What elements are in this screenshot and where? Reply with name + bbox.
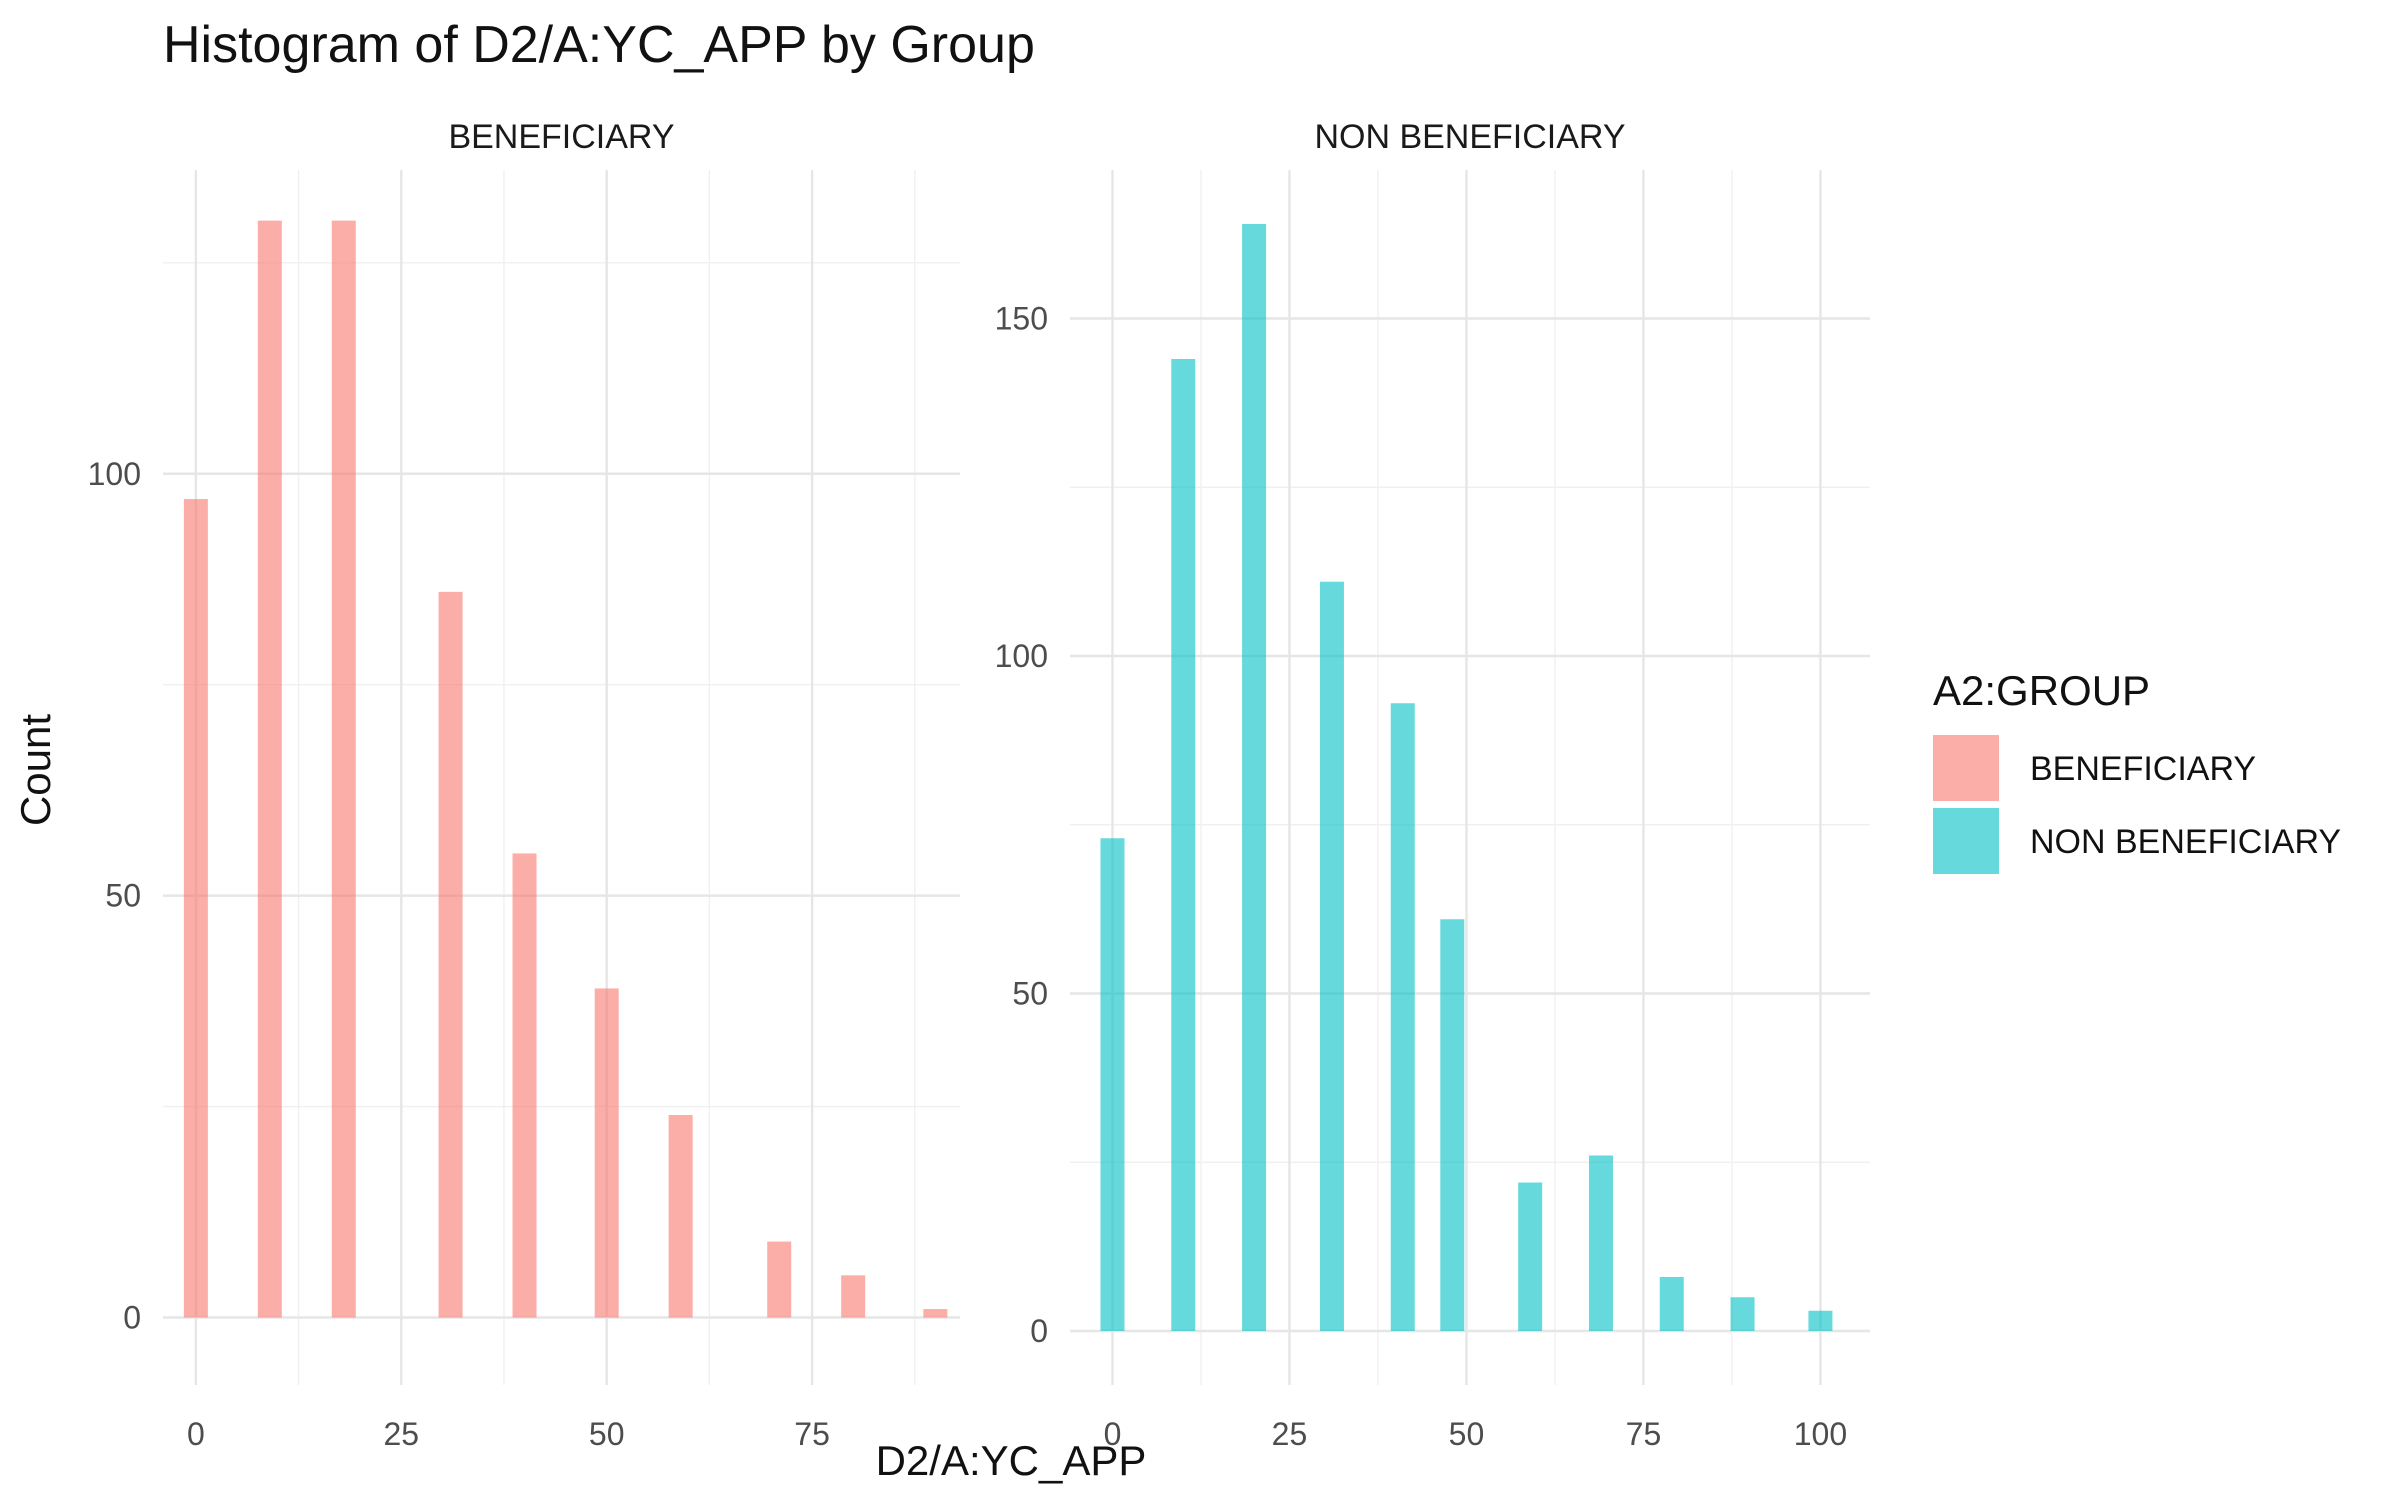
histogram-bar xyxy=(1390,703,1415,1331)
histogram-bar xyxy=(1588,1155,1613,1331)
x-tick-label: 50 xyxy=(589,1416,625,1452)
x-tick-label: 75 xyxy=(1626,1416,1662,1452)
x-axis-title: D2/A:YC_APP xyxy=(876,1437,1147,1484)
legend-label-non-beneficiary: NON BENEFICIARY xyxy=(2030,823,2341,861)
legend-key-beneficiary xyxy=(1933,735,1999,801)
legend-label-beneficiary: BENEFICIARY xyxy=(2030,750,2256,788)
histogram-bar xyxy=(841,1275,866,1318)
x-tick-label: 0 xyxy=(187,1416,205,1452)
histogram-bar xyxy=(438,591,463,1318)
histogram-bar xyxy=(331,220,356,1318)
histogram-bar xyxy=(512,853,537,1318)
histogram-bar xyxy=(767,1241,792,1318)
y-tick-label: 100 xyxy=(88,456,141,492)
histogram-bar xyxy=(594,988,619,1318)
histogram-bar xyxy=(668,1115,693,1318)
x-tick-label: 75 xyxy=(794,1416,830,1452)
y-tick-label: 100 xyxy=(995,638,1048,674)
y-tick-label: 150 xyxy=(995,301,1048,337)
histogram-bar xyxy=(1659,1277,1684,1331)
histogram-bar xyxy=(1171,359,1196,1331)
facet-strip-label: BENEFICIARY xyxy=(448,118,674,156)
y-tick-label: 50 xyxy=(1012,976,1048,1012)
x-tick-label: 25 xyxy=(1272,1416,1308,1452)
x-tick-label: 25 xyxy=(383,1416,419,1452)
legend: A2:GROUP BENEFICIARY NON BENEFICIARY xyxy=(1933,667,2341,874)
histogram-bar xyxy=(923,1309,948,1318)
y-tick-label: 0 xyxy=(123,1300,141,1336)
histogram-bar xyxy=(1100,838,1125,1331)
legend-key-non-beneficiary xyxy=(1933,808,1999,874)
legend-title: A2:GROUP xyxy=(1933,667,2150,714)
y-axis-title: Count xyxy=(12,714,59,826)
histogram-bar xyxy=(1242,224,1267,1331)
histogram-bar xyxy=(257,220,282,1318)
histogram-bar xyxy=(1518,1182,1543,1331)
facet-strip-label: NON BENEFICIARY xyxy=(1314,118,1625,156)
y-tick-label: 0 xyxy=(1030,1313,1048,1349)
histogram-bar xyxy=(1730,1297,1755,1331)
x-tick-label: 50 xyxy=(1449,1416,1485,1452)
facet-non-beneficiary: NON BENEFICIARY 0 25 50 75 100 0 50 100 150 xyxy=(995,118,1870,1452)
x-tick-label: 0 xyxy=(1104,1416,1122,1452)
histogram-bar xyxy=(183,499,208,1318)
chart-title: Histogram of D2/A:YC_APP by Group xyxy=(163,16,1035,74)
x-tick-label: 100 xyxy=(1794,1416,1847,1452)
histogram-bar xyxy=(1440,919,1465,1331)
histogram-bar xyxy=(1808,1310,1833,1331)
histogram-bar xyxy=(1319,581,1344,1331)
y-tick-label: 50 xyxy=(105,878,141,914)
facet-beneficiary: BENEFICIARY 0 25 50 75 0 50 100 xyxy=(88,118,960,1452)
